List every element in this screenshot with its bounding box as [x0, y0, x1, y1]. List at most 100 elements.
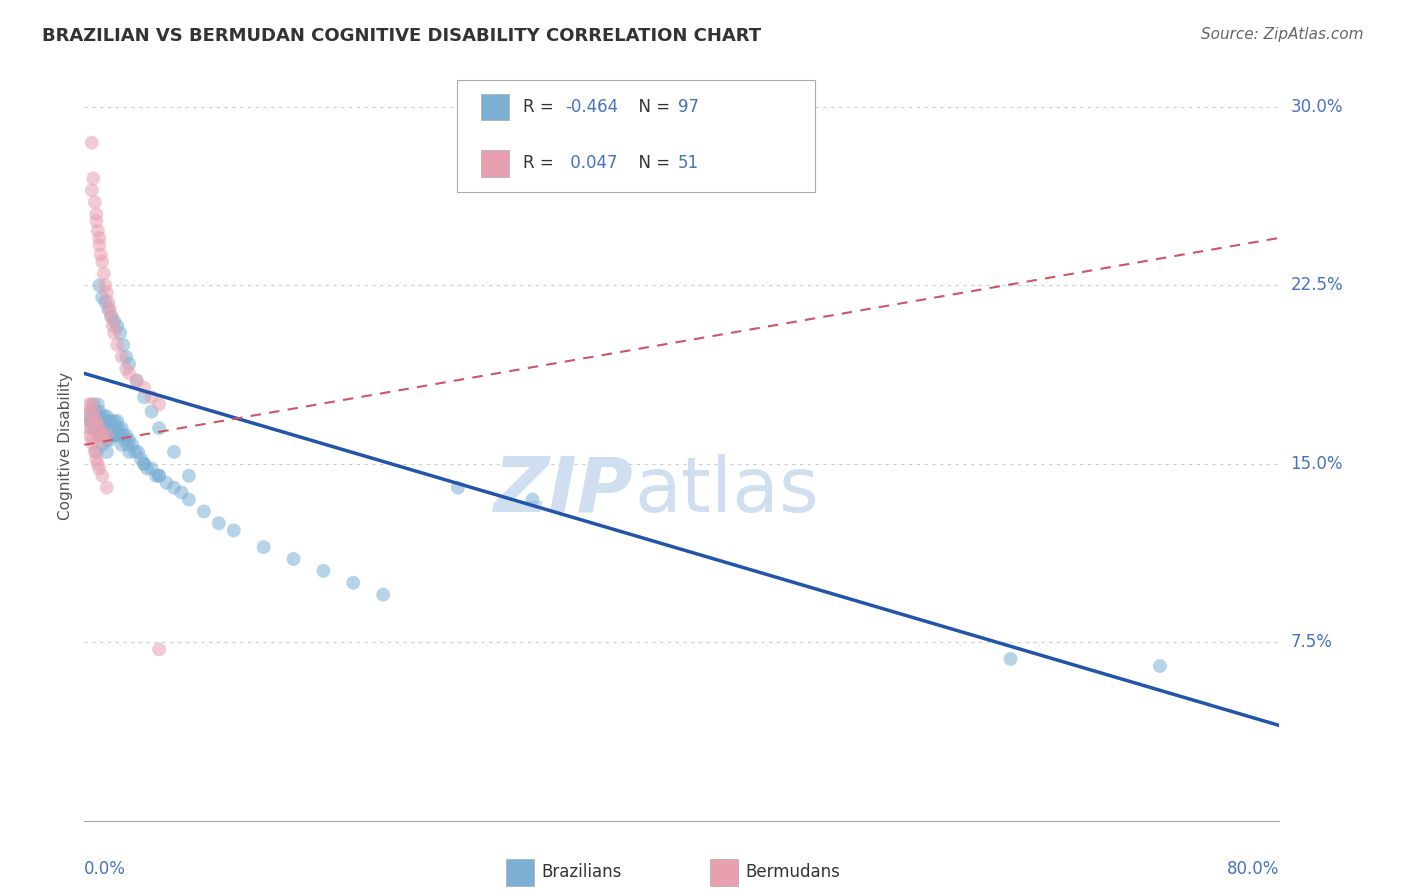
Point: [141, 390, 163, 404]
Point: [136, 461, 159, 475]
Point: [93, 433, 115, 447]
Point: [86, 445, 108, 459]
Point: [82, 397, 104, 411]
Point: [98, 302, 121, 317]
Point: [118, 367, 141, 381]
Point: [177, 492, 200, 507]
Point: [80, 404, 103, 418]
Point: [93, 267, 115, 281]
Point: [96, 481, 118, 495]
Point: [82, 414, 104, 428]
Point: [103, 428, 125, 442]
Point: [283, 552, 305, 566]
Point: [94, 428, 117, 442]
Point: [79, 414, 101, 428]
Point: [82, 404, 104, 418]
Point: [83, 421, 105, 435]
Point: [105, 318, 128, 333]
Point: [97, 295, 120, 310]
Point: [86, 207, 108, 221]
Point: [163, 445, 186, 459]
Point: [79, 404, 101, 418]
Point: [89, 414, 111, 428]
Text: atlas: atlas: [634, 454, 818, 528]
Point: [103, 314, 125, 328]
Point: [105, 414, 128, 428]
Point: [79, 414, 101, 428]
Point: [77, 421, 100, 435]
Point: [80, 183, 103, 197]
Point: [89, 428, 111, 442]
Point: [91, 414, 114, 428]
Point: [83, 445, 105, 459]
Text: Source: ZipAtlas.com: Source: ZipAtlas.com: [1201, 27, 1364, 42]
Point: [96, 421, 118, 435]
Point: [103, 326, 125, 340]
Point: [97, 302, 120, 317]
Point: [148, 397, 170, 411]
Point: [111, 438, 134, 452]
Point: [77, 397, 100, 411]
Point: [342, 575, 364, 590]
Text: 15.0%: 15.0%: [1291, 455, 1343, 473]
Point: [148, 468, 170, 483]
Point: [89, 238, 111, 252]
Point: [163, 481, 186, 495]
Point: [118, 433, 141, 447]
Point: [87, 397, 110, 411]
Text: 0.0%: 0.0%: [84, 860, 127, 878]
Point: [110, 428, 132, 442]
Point: [107, 421, 129, 435]
Point: [121, 438, 143, 452]
Point: [90, 428, 112, 442]
Point: [132, 457, 156, 471]
Point: [115, 350, 138, 364]
Text: 7.5%: 7.5%: [1291, 633, 1333, 651]
Text: R =: R =: [523, 98, 560, 116]
Point: [93, 409, 115, 424]
Text: BRAZILIAN VS BERMUDAN COGNITIVE DISABILITY CORRELATION CHART: BRAZILIAN VS BERMUDAN COGNITIVE DISABILI…: [42, 27, 761, 45]
Point: [79, 428, 101, 442]
Point: [83, 414, 105, 428]
Point: [89, 421, 111, 435]
Point: [1000, 652, 1022, 666]
Point: [103, 414, 125, 428]
Point: [96, 409, 118, 424]
Point: [208, 516, 231, 531]
Point: [373, 588, 395, 602]
Point: [129, 452, 152, 467]
Text: ZIP: ZIP: [495, 454, 634, 528]
Point: [125, 374, 148, 388]
Text: R =: R =: [523, 154, 560, 172]
Point: [141, 461, 163, 475]
Point: [115, 428, 138, 442]
Point: [110, 326, 132, 340]
Point: [253, 540, 276, 554]
Text: N =: N =: [628, 98, 676, 116]
Point: [86, 414, 108, 428]
Text: 97: 97: [678, 98, 699, 116]
Point: [87, 224, 110, 238]
Point: [89, 231, 111, 245]
Point: [170, 485, 193, 500]
Point: [132, 457, 156, 471]
Y-axis label: Cognitive Disability: Cognitive Disability: [58, 372, 73, 520]
Point: [89, 461, 111, 475]
Text: N =: N =: [628, 154, 676, 172]
Point: [80, 433, 103, 447]
Text: 22.5%: 22.5%: [1291, 277, 1343, 294]
Point: [124, 445, 146, 459]
Point: [96, 285, 118, 300]
Point: [100, 414, 122, 428]
Point: [522, 492, 544, 507]
Point: [86, 404, 108, 418]
Point: [97, 428, 120, 442]
Text: -0.464: -0.464: [565, 98, 619, 116]
Point: [87, 421, 110, 435]
Point: [117, 438, 139, 452]
Text: 51: 51: [678, 154, 699, 172]
Point: [118, 357, 141, 371]
Point: [90, 409, 112, 424]
Point: [91, 254, 114, 268]
Point: [104, 421, 127, 435]
